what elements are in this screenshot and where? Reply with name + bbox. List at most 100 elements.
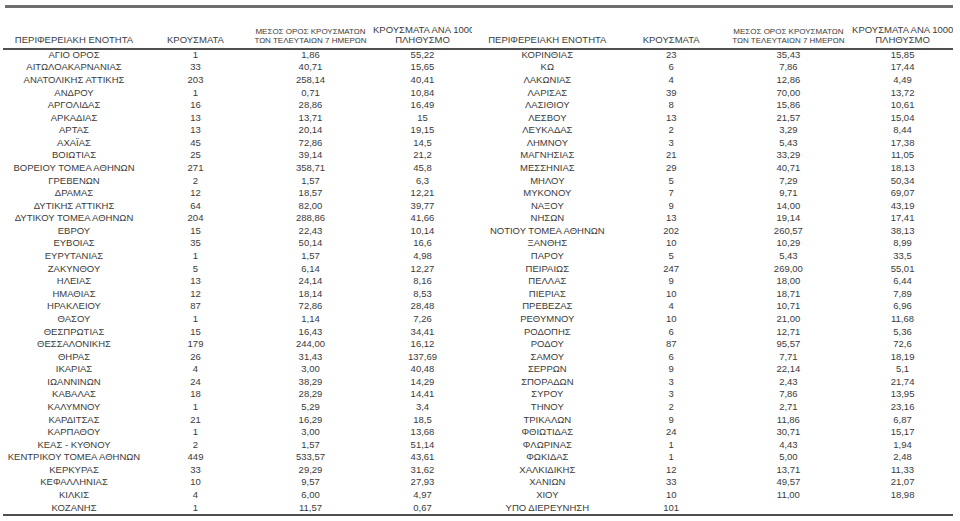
avg7-cell: 30,71 [725,425,852,438]
avg7-cell: 6,00 [248,488,373,501]
cases-cell: 271 [143,161,248,174]
per100k-cell: 15 [373,111,472,124]
per100k-cell: 13,68 [373,425,472,438]
table-row: ΚΕΡΚΥΡΑΣ3329,2931,62 [5,463,472,476]
per100k-cell: 50,34 [852,174,953,187]
per100k-cell: 43,61 [373,451,472,464]
table-row: ΛΑΣΙΘΙΟΥ815,8610,61 [477,98,953,111]
cases-cell: 13 [143,274,248,287]
cases-cell: 45 [143,136,248,149]
per100k-cell: 2,48 [852,451,953,464]
cases-cell: 15 [143,325,248,338]
table-row: ΕΒΡΟΥ1522,4310,14 [5,224,472,237]
table-row: ΜΥΚΟΝΟΥ79,7169,07 [477,186,953,199]
avg7-cell: 7,86 [725,388,852,401]
table-row: ΞΑΝΘΗΣ1010,298,99 [477,237,953,250]
avg7-cell: 244,00 [248,337,373,350]
table-row: ΔΥΤΙΚΗΣ ΑΤΤΙΚΗΣ6482,0039,77 [5,199,472,212]
table-row: ΣΠΟΡΑΔΩΝ32,4321,74 [477,375,953,388]
avg7-cell: 533,57 [248,451,373,464]
per100k-cell: 17,38 [852,136,953,149]
header-row: ΠΕΡΙΦΕΡΕΙΑΚΗ ΕΝΟΤΗΤΑ ΚΡΟΥΣΜΑΤΑ ΜΕΣΟΣ ΟΡΟ… [5,20,472,48]
cases-cell: 6 [618,325,725,338]
per100k-cell: 15,17 [852,425,953,438]
region-cell: ΕΥΡΥΤΑΝΙΑΣ [5,249,143,262]
avg7-cell: 11,86 [725,413,852,426]
avg7-cell: 1,57 [248,438,373,451]
table-row: ΙΚΑΡΙΑΣ43,0040,48 [5,362,472,375]
cases-cell: 179 [143,337,248,350]
avg7-cell: 11,00 [725,488,852,501]
cases-cell: 2 [618,400,725,413]
per100k-cell: 18,13 [852,161,953,174]
per100k-cell: 28,48 [373,300,472,313]
per100k-cell: 15,04 [852,111,953,124]
per100k-cell: 12,27 [373,262,472,275]
per100k-cell: 55,01 [852,262,953,275]
avg7-cell: 21,00 [725,312,852,325]
table-row: ΓΡΕΒΕΝΩΝ21,576,3 [5,174,472,187]
table-row: ΖΑΚΥΝΘΟΥ56,1412,27 [5,262,472,275]
per100k-cell: 14,29 [373,375,472,388]
per100k-cell: 13,72 [852,86,953,99]
table-row: ΠΕΛΛΑΣ918,006,44 [477,274,953,287]
avg7-cell: 288,86 [248,212,373,225]
cases-cell: 35 [143,237,248,250]
cases-cell: 5 [618,174,725,187]
per100k-cell: 18,19 [852,350,953,363]
table-row: ΛΑΚΩΝΙΑΣ412,864,49 [477,73,953,86]
region-cell: ΔΡΑΜΑΣ [5,186,143,199]
cases-cell: 9 [618,362,725,375]
region-cell: ΛΕΥΚΑΔΑΣ [477,123,618,136]
region-cell: ΔΥΤΙΚΟΥ ΤΟΜΕΑ ΑΘΗΝΩΝ [5,212,143,225]
avg7-cell: 20,14 [248,123,373,136]
per100k-cell: 6,44 [852,274,953,287]
table-row: ΠΙΕΡΙΑΣ1018,717,89 [477,287,953,300]
per100k-cell: 4,49 [852,73,953,86]
header-avg7-line2: ΤΩΝ ΤΕΛΕΥΤΑΙΩΝ 7 ΗΜΕΡΩΝ [725,36,852,45]
cases-cell: 1 [143,425,248,438]
region-cell: ΜΕΣΣΗΝΙΑΣ [477,161,618,174]
per100k-cell: 45,8 [373,161,472,174]
cases-cell: 1 [143,501,248,514]
cases-cell: 9 [618,274,725,287]
avg7-cell: 40,71 [248,61,373,74]
per100k-cell: 8,16 [373,274,472,287]
per100k-cell: 51,14 [373,438,472,451]
region-cell: ΒΟΙΩΤΙΑΣ [5,149,143,162]
table-row: ΑΡΚΑΔΙΑΣ1313,7115 [5,111,472,124]
region-cell: ΚΕΦΑΛΛΗΝΙΑΣ [5,476,143,489]
per100k-cell: 17,44 [852,61,953,74]
table-row: ΑΙΤΩΛΟΑΚΑΡΝΑΝΙΑΣ3340,7115,65 [5,61,472,74]
cases-cell: 1 [618,451,725,464]
region-cell: ΚΕΡΚΥΡΑΣ [5,463,143,476]
region-cell: ΚΙΛΚΙΣ [5,488,143,501]
region-cell: ΚΕΝΤΡΙΚΟΥ ΤΟΜΕΑ ΑΘΗΝΩΝ [5,451,143,464]
avg7-cell: 24,14 [248,274,373,287]
avg7-cell: 9,71 [725,186,852,199]
avg7-cell: 7,71 [725,350,852,363]
cases-cell: 10 [618,287,725,300]
per100k-cell: 8,44 [852,123,953,136]
avg7-cell: 39,14 [248,149,373,162]
cases-cell: 13 [618,111,725,124]
avg7-cell: 33,29 [725,149,852,162]
avg7-cell: 269,00 [725,262,852,275]
per100k-cell: 0,67 [373,501,472,514]
header-avg7-line1: ΜΕΣΟΣ ΟΡΟΣ ΚΡΟΥΣΜΑΤΩΝ [248,27,373,36]
table-body-right: ΚΟΡΙΝΘΙΑΣ2335,4315,85ΚΩ67,8617,44ΛΑΚΩΝΙΑ… [477,48,953,513]
avg7-cell: 13,71 [725,463,852,476]
region-cell: ΠΕΛΛΑΣ [477,274,618,287]
cases-cell: 9 [618,199,725,212]
cases-cell: 10 [618,237,725,250]
region-cell: ΑΡΤΑΣ [5,123,143,136]
region-cell: ΓΡΕΒΕΝΩΝ [5,174,143,187]
cases-cell: 5 [143,262,248,275]
avg7-cell: 29,29 [248,463,373,476]
cases-cell: 1 [143,86,248,99]
table-row: ΒΟΙΩΤΙΑΣ2539,1421,2 [5,149,472,162]
avg7-cell: 3,00 [248,425,373,438]
table-row: ΧΑΛΚΙΔΙΚΗΣ1213,7111,33 [477,463,953,476]
header-per100k-line2: ΠΛΗΘΥΣΜΟ [852,35,953,45]
bottom-divider-line [3,514,953,516]
